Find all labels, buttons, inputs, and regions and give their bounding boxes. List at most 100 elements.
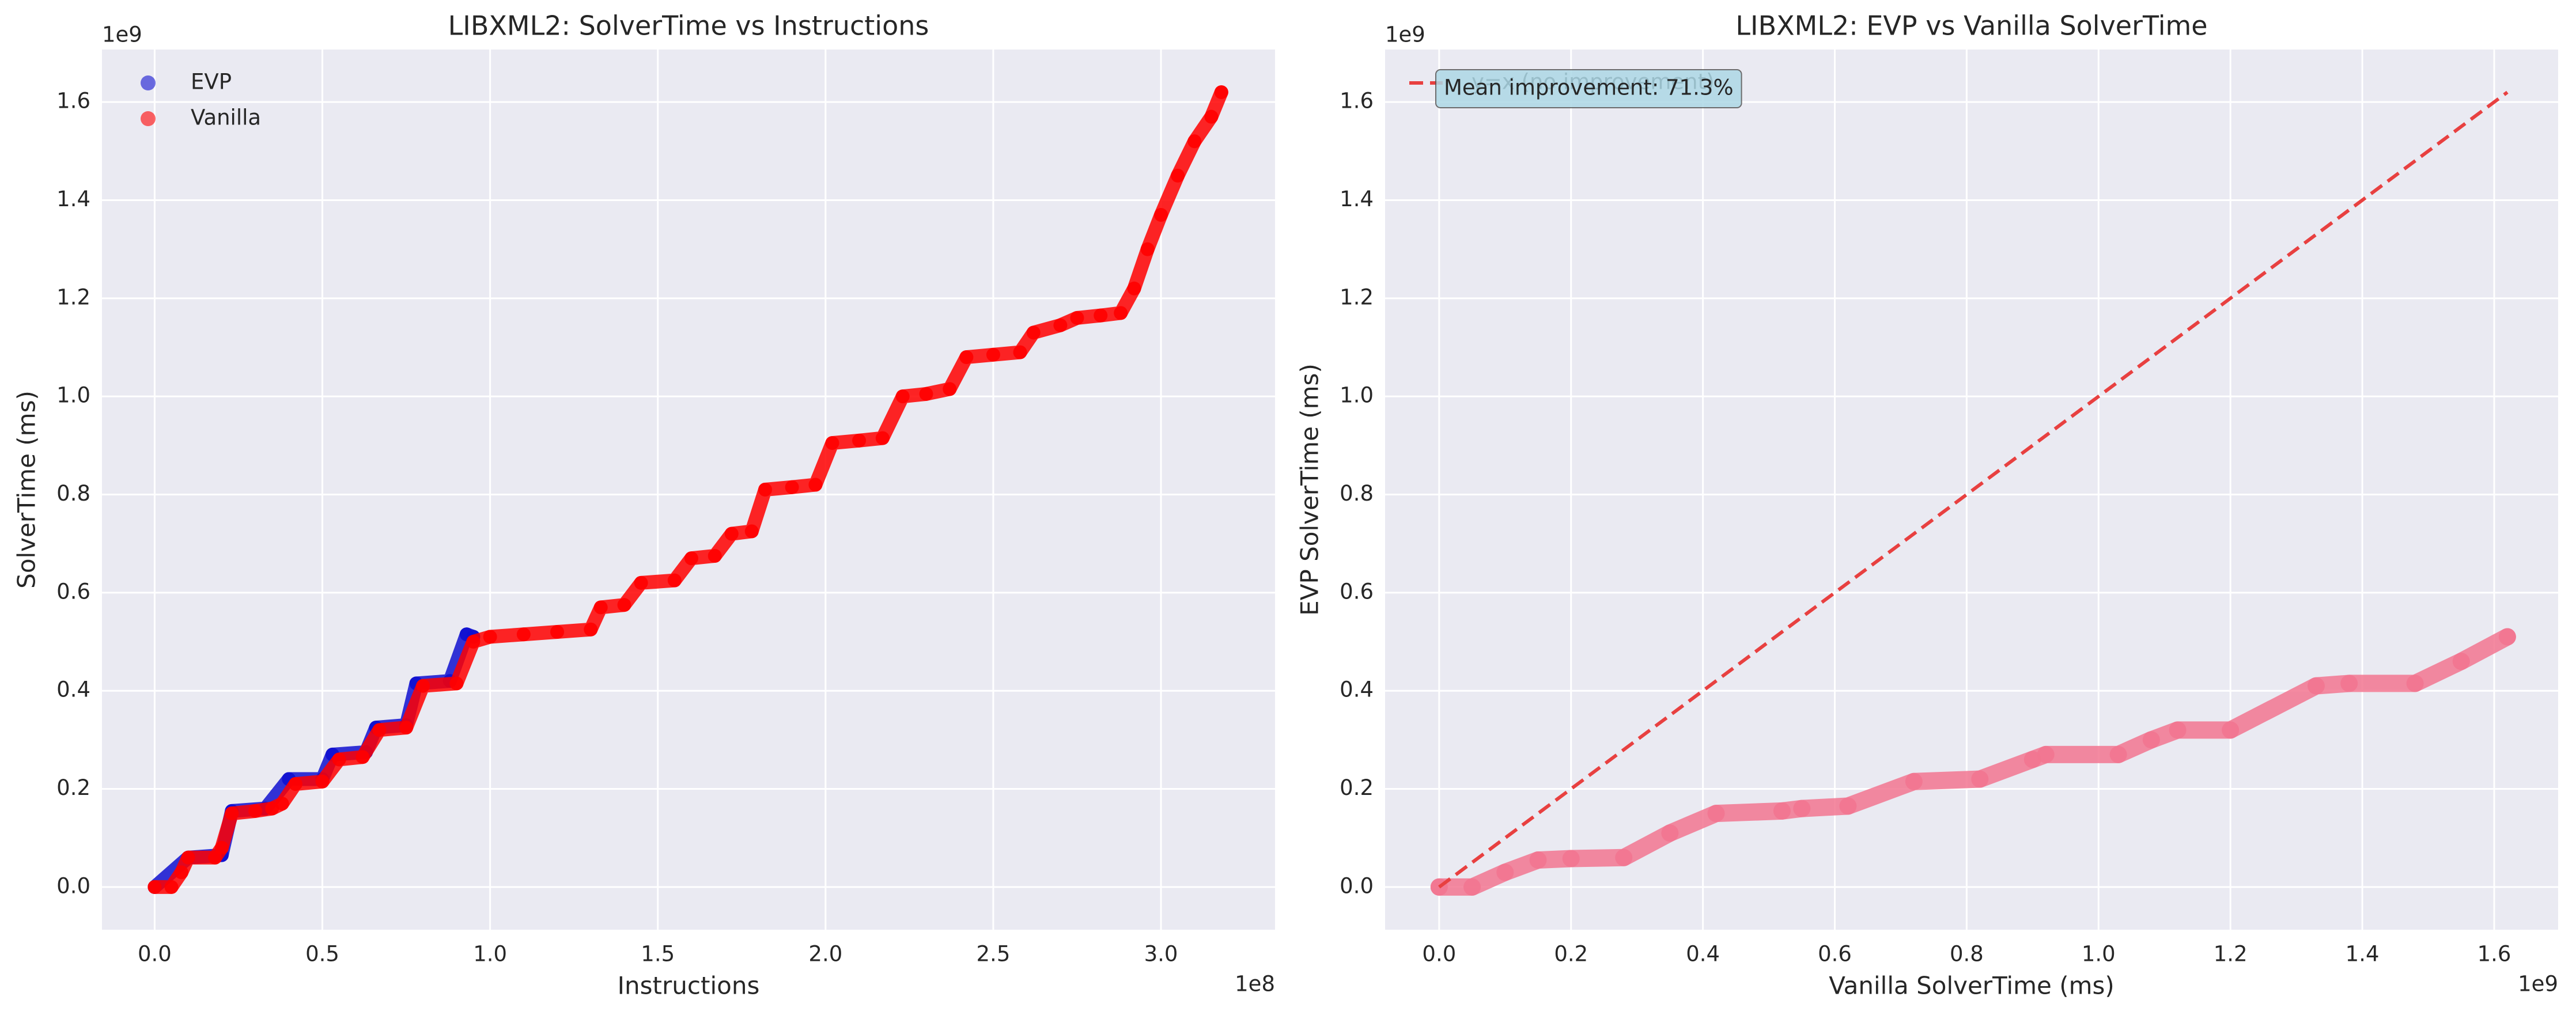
x-tick-label: 2.0 bbox=[808, 942, 842, 967]
y-tick-label: 1.2 bbox=[1340, 285, 1374, 309]
y-tick-label: 0.6 bbox=[1340, 579, 1374, 604]
scatter-point bbox=[895, 389, 910, 404]
scatter-point bbox=[1114, 306, 1128, 320]
chart-title: LIBXML2: EVP vs Vanilla SolverTime bbox=[1735, 10, 2207, 41]
x-tick-label: 1.6 bbox=[2477, 942, 2511, 967]
scatter-point bbox=[634, 575, 648, 590]
scatter-point bbox=[2109, 745, 2127, 763]
scatter-point bbox=[852, 433, 867, 448]
scatter-point bbox=[1463, 878, 1481, 896]
scatter-point bbox=[174, 865, 188, 880]
y-tick-label: 1.6 bbox=[56, 89, 90, 113]
scatter-point bbox=[2169, 721, 2187, 739]
scatter-point bbox=[1793, 800, 1811, 817]
scatter-point bbox=[617, 598, 631, 612]
y-tick-label: 1.0 bbox=[1340, 383, 1374, 408]
scatter-point bbox=[355, 750, 370, 764]
chart-title: LIBXML2: SolverTime vs Instructions bbox=[448, 10, 929, 41]
x-tick-label: 1.2 bbox=[2214, 942, 2248, 967]
x-tick-label: 0.2 bbox=[1554, 942, 1588, 967]
scatter-point bbox=[147, 880, 162, 894]
scatter-point bbox=[1127, 281, 1141, 296]
scatter-point bbox=[758, 483, 773, 497]
y-tick-label: 0.0 bbox=[1340, 873, 1374, 898]
scatter-point bbox=[208, 850, 222, 865]
y-tick-label: 1.0 bbox=[56, 383, 90, 408]
scatter-point bbox=[248, 804, 263, 818]
y-tick-label: 1.6 bbox=[1340, 89, 1374, 113]
y-tick-label: 0.2 bbox=[56, 775, 90, 800]
scatter-point bbox=[1615, 848, 1633, 866]
scatter-point bbox=[2307, 677, 2325, 695]
scatter-point bbox=[1026, 325, 1041, 340]
scatter-point bbox=[708, 548, 722, 563]
scatter-point bbox=[943, 382, 957, 396]
scatter-point bbox=[1171, 168, 1185, 183]
scatter-point bbox=[724, 526, 739, 541]
scatter-point bbox=[516, 627, 531, 642]
marks bbox=[1430, 90, 2516, 896]
scatter-point bbox=[2498, 628, 2516, 646]
y-tick-label: 1.4 bbox=[56, 187, 90, 211]
x-offset-label: 1e8 bbox=[1235, 972, 1275, 997]
scatter-point bbox=[986, 347, 1000, 362]
x-tick-label: 2.5 bbox=[977, 942, 1011, 967]
y-axis-label: EVP SolverTime (ms) bbox=[1296, 363, 1324, 616]
scatter-point bbox=[1140, 242, 1155, 256]
scatter-point bbox=[1013, 345, 1027, 359]
scatter-point bbox=[288, 777, 302, 791]
x-offset-label: 1e9 bbox=[2518, 972, 2558, 997]
scatter-point bbox=[785, 480, 799, 494]
scatter-point bbox=[2222, 721, 2240, 739]
x-tick-label: 1.0 bbox=[473, 942, 507, 967]
scatter-point bbox=[550, 625, 565, 639]
scatter-point bbox=[808, 478, 823, 492]
scatter-point bbox=[2340, 675, 2358, 692]
scatter-point bbox=[584, 622, 598, 637]
scatter-point bbox=[315, 774, 330, 789]
scatter-point bbox=[1053, 318, 1068, 332]
scatter-point bbox=[1070, 310, 1084, 325]
x-tick-label: 1.5 bbox=[641, 942, 675, 967]
subplot: 0.0 0.5 1.0 1.5 2.0 2.5 3.0 0.0 0.2 0.4 0.6 0.8 1.0 1… bbox=[13, 10, 1275, 1000]
x-tick-label: 1.0 bbox=[2082, 942, 2116, 967]
scatter-point bbox=[1905, 772, 1923, 790]
y-offset-label: 1e9 bbox=[1385, 22, 1425, 47]
y-tick-label: 0.4 bbox=[1340, 677, 1374, 702]
scatter-point bbox=[2406, 675, 2424, 692]
x-tick-label: 0.4 bbox=[1686, 942, 1720, 967]
legend-swatch bbox=[141, 111, 156, 126]
scatter-point bbox=[332, 752, 346, 767]
y-offset-label: 1e9 bbox=[102, 22, 142, 47]
scatter-point bbox=[1214, 85, 1228, 100]
y-tick-label: 0.4 bbox=[56, 677, 90, 702]
scatter-point bbox=[1971, 770, 1989, 788]
y-tick-label: 0.8 bbox=[56, 481, 90, 506]
x-tick-label: 0.0 bbox=[1422, 942, 1456, 967]
scatter-point bbox=[399, 721, 414, 735]
y-tick-label: 0.8 bbox=[1340, 481, 1374, 506]
scatter-point bbox=[919, 387, 933, 401]
scatter-point bbox=[593, 600, 608, 615]
scatter-point bbox=[449, 676, 464, 691]
scatter-point bbox=[1496, 863, 1514, 881]
scatter-point bbox=[225, 806, 239, 821]
scatter-point bbox=[1773, 802, 1791, 820]
legend-label: EVP bbox=[191, 70, 232, 94]
scatter-point bbox=[2452, 653, 2470, 671]
scatter-point bbox=[744, 524, 759, 539]
y-tick-label: 0.6 bbox=[56, 579, 90, 604]
x-tick-label: 0.5 bbox=[305, 942, 339, 967]
scatter-point bbox=[2142, 731, 2160, 749]
annotation: Mean improvement: 71.3% bbox=[1444, 75, 1734, 100]
scatter-point bbox=[1707, 805, 1725, 823]
scatter-point bbox=[1661, 824, 1679, 842]
x-tick-label: 3.0 bbox=[1144, 942, 1178, 967]
scatter-point bbox=[1562, 850, 1580, 868]
annotation-box bbox=[1435, 69, 1742, 108]
scatter-point bbox=[1839, 797, 1857, 815]
reference-line bbox=[1438, 90, 2509, 889]
scatter-point bbox=[667, 573, 682, 588]
y-tick-label: 0.0 bbox=[56, 873, 90, 898]
